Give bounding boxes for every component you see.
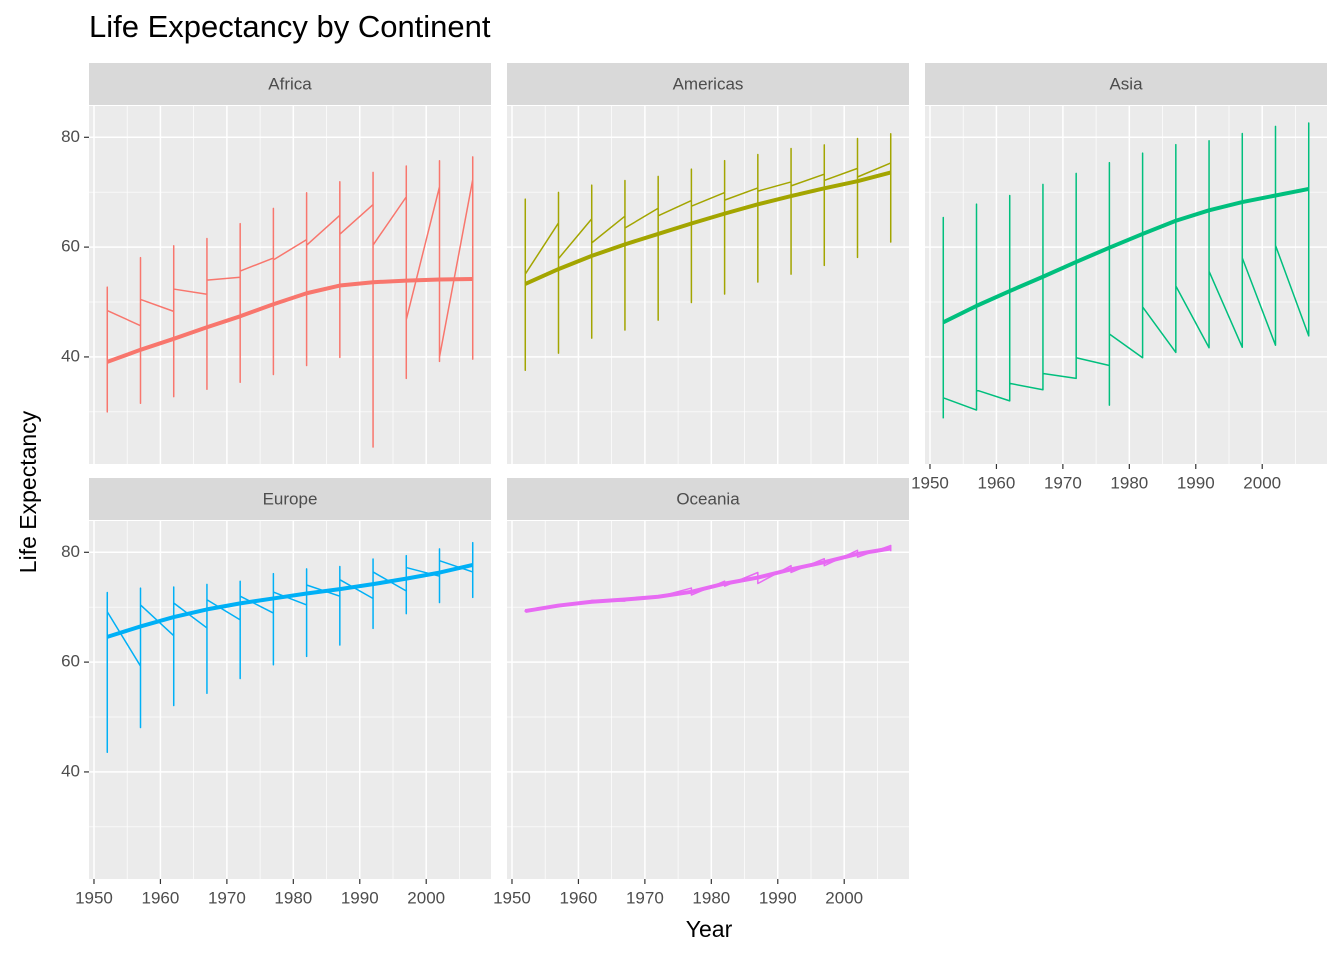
facet-title: Africa xyxy=(268,74,312,93)
panel-background xyxy=(89,521,491,879)
y-tick-label: 60 xyxy=(61,652,80,671)
facet-title: Oceania xyxy=(676,489,740,508)
x-tick-label: 1970 xyxy=(1044,473,1082,492)
panel-background xyxy=(925,106,1327,464)
x-tick-label: 1950 xyxy=(493,888,531,907)
x-tick-label: 1980 xyxy=(1110,473,1148,492)
data-line xyxy=(106,541,474,753)
x-tick-label: 1950 xyxy=(911,473,949,492)
x-tick-label: 2000 xyxy=(1243,473,1281,492)
x-tick-label: 1980 xyxy=(274,888,312,907)
facet-strip xyxy=(89,63,491,105)
y-tick-label: 60 xyxy=(61,237,80,256)
y-tick-label: 40 xyxy=(61,761,80,780)
x-tick-label: 1980 xyxy=(692,888,730,907)
facet-strip xyxy=(507,63,909,105)
x-tick-label: 1990 xyxy=(341,888,379,907)
data-line xyxy=(106,562,474,639)
y-tick-label: 80 xyxy=(61,127,80,146)
x-tick-label: 1990 xyxy=(759,888,797,907)
data-line xyxy=(942,186,1310,325)
x-tick-label: 1960 xyxy=(560,888,598,907)
facet-title: Americas xyxy=(673,74,744,93)
x-tick-label: 1970 xyxy=(626,888,664,907)
facet-title: Europe xyxy=(263,489,318,508)
x-tick-label: 1960 xyxy=(978,473,1016,492)
data-line xyxy=(106,276,473,364)
x-tick-label: 2000 xyxy=(825,888,863,907)
panel-background xyxy=(89,106,491,464)
x-tick-label: 1970 xyxy=(208,888,246,907)
x-tick-label: 1960 xyxy=(142,888,180,907)
x-tick-label: 1950 xyxy=(75,888,113,907)
y-tick-label: 80 xyxy=(61,542,80,561)
x-tick-label: 1990 xyxy=(1177,473,1215,492)
data-line xyxy=(524,170,892,286)
facet-title: Asia xyxy=(1109,74,1143,93)
facet-strip xyxy=(925,63,1327,105)
data-line xyxy=(524,132,892,371)
facet-strip xyxy=(89,478,491,520)
y-tick-label: 40 xyxy=(61,346,80,365)
x-tick-label: 2000 xyxy=(407,888,445,907)
x-axis-label: Year xyxy=(686,916,733,942)
data-line xyxy=(524,546,892,614)
chart-title: Life Expectancy by Continent xyxy=(89,9,491,44)
data-line xyxy=(106,156,474,448)
facet-strip xyxy=(507,478,909,520)
panel-background xyxy=(507,521,909,879)
data-line xyxy=(942,122,1310,419)
y-axis-label: Life Expectancy xyxy=(15,410,41,573)
panel-background xyxy=(507,106,909,464)
